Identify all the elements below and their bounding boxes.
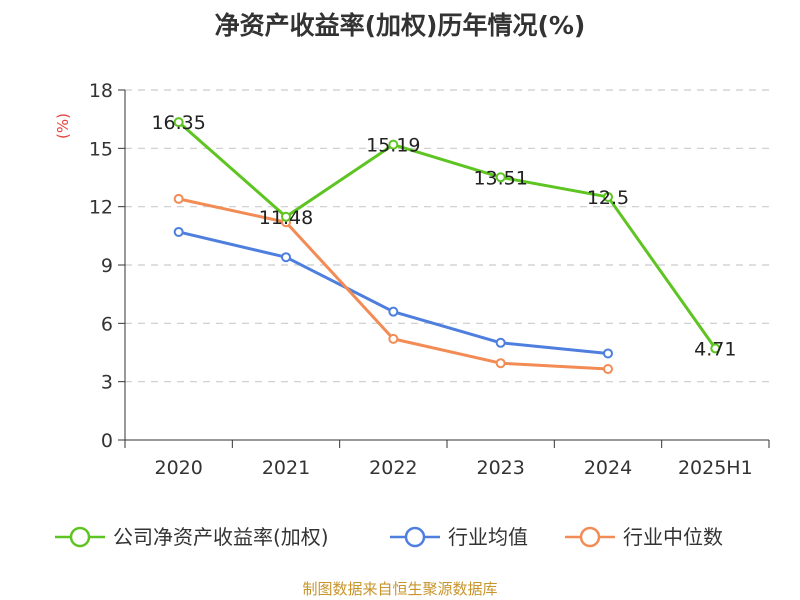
data-point [495, 172, 506, 183]
data-point [603, 348, 613, 359]
x-tick-label: 2021 [262, 457, 310, 479]
legend-label: 行业中位数 [623, 525, 723, 549]
data-label: 11.48 [259, 207, 313, 229]
series-line [177, 120, 717, 350]
data-point [173, 117, 184, 128]
x-tick-label: 2024 [584, 457, 632, 479]
legend-item: 行业均值 [390, 525, 528, 549]
y-tick-label: 18 [89, 80, 113, 102]
y-tick-label: 12 [89, 197, 113, 219]
data-point [281, 252, 291, 263]
y-tick-label: 6 [101, 313, 113, 335]
data-label: 15.19 [366, 135, 420, 157]
x-tick-label: 2023 [476, 457, 524, 479]
x-tick-label: 2022 [369, 457, 417, 479]
data-point [281, 211, 291, 222]
legend-label: 行业均值 [448, 525, 528, 549]
y-tick-label: 0 [101, 430, 113, 452]
legend-marker [404, 526, 426, 548]
data-point [388, 333, 399, 344]
y-tick-label: 15 [89, 138, 113, 160]
data-label: 12.5 [587, 187, 629, 209]
data-label: 16.35 [151, 112, 205, 134]
x-tick-label: 2020 [154, 457, 202, 479]
source-note: 制图数据来自恒生聚源数据库 [302, 580, 498, 598]
data-point [388, 139, 399, 150]
data-point [495, 358, 506, 369]
data-point [710, 343, 721, 354]
data-point [388, 306, 399, 317]
legend-label: 公司净资产收益率(加权) [113, 525, 329, 549]
data-label: 13.51 [473, 167, 527, 189]
legend-marker [579, 526, 601, 548]
legend-item: 公司净资产收益率(加权) [55, 525, 329, 549]
y-tick-label: 9 [101, 255, 113, 277]
data-point [173, 226, 184, 237]
y-axis-unit: (%) [54, 113, 72, 139]
data-point [603, 191, 613, 202]
chart-title: 净资产收益率(加权)历年情况(%) [214, 11, 586, 40]
y-tick-label: 3 [101, 372, 113, 394]
x-tick-label: 2025H1 [678, 457, 753, 479]
data-point [495, 337, 506, 348]
legend-marker [69, 526, 91, 548]
data-label: 4.71 [694, 338, 736, 360]
data-point [603, 364, 613, 375]
legend-item: 行业中位数 [565, 525, 723, 549]
data-point [173, 193, 184, 204]
